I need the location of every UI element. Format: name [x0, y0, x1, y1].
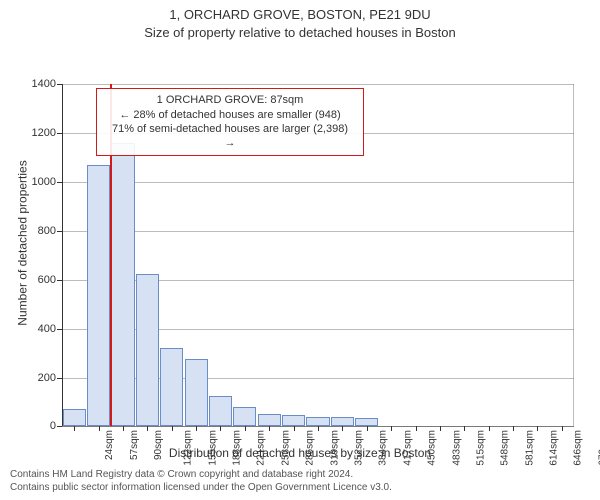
ytick-label: 800: [38, 225, 62, 237]
histogram-bar: [136, 274, 159, 427]
gridline: [62, 84, 574, 85]
xtick-label: 483sqm: [451, 430, 462, 466]
xtick-label: 319sqm: [329, 430, 340, 466]
histogram-bar: [160, 348, 183, 426]
xtick-mark: [440, 426, 441, 431]
xtick-mark: [269, 426, 270, 431]
histogram-bar: [258, 414, 281, 426]
y-axis-line: [62, 84, 63, 426]
xtick-mark: [562, 426, 563, 431]
histogram-bar: [111, 143, 134, 426]
histogram-bar: [63, 409, 86, 426]
xtick-mark: [99, 426, 100, 431]
xtick-label: 188sqm: [232, 430, 243, 466]
xtick-mark: [147, 426, 148, 431]
ytick-label: 1200: [32, 127, 62, 139]
xtick-label: 646sqm: [573, 430, 584, 466]
footer-line-2: Contains public sector information licen…: [10, 481, 590, 494]
xtick-label: 286sqm: [305, 430, 316, 466]
histogram-bar: [233, 407, 256, 427]
xtick-label: 450sqm: [427, 430, 438, 466]
y-axis-label: Number of detached properties: [16, 160, 30, 325]
xtick-mark: [245, 426, 246, 431]
title-main: 1, ORCHARD GROVE, BOSTON, PE21 9DU: [0, 6, 600, 24]
xtick-label: 352sqm: [354, 430, 365, 466]
xtick-mark: [537, 426, 538, 431]
xtick-mark: [123, 426, 124, 431]
annotation-box: 1 ORCHARD GROVE: 87sqm← 28% of detached …: [96, 88, 364, 155]
ytick-label: 400: [38, 323, 62, 335]
xtick-label: 24sqm: [104, 430, 115, 460]
xtick-mark: [464, 426, 465, 431]
xtick-label: 581sqm: [524, 430, 535, 466]
ytick-label: 1000: [32, 176, 62, 188]
xtick-mark: [367, 426, 368, 431]
xtick-mark: [172, 426, 173, 431]
gridline: [62, 231, 574, 232]
xtick-mark: [489, 426, 490, 431]
xtick-mark: [74, 426, 75, 431]
title-block: 1, ORCHARD GROVE, BOSTON, PE21 9DU Size …: [0, 0, 600, 42]
ytick-label: 0: [50, 420, 62, 432]
chart-container: 1, ORCHARD GROVE, BOSTON, PE21 9DU Size …: [0, 0, 600, 500]
xtick-label: 548sqm: [500, 430, 511, 466]
histogram-bar: [306, 417, 329, 427]
xtick-label: 384sqm: [378, 430, 389, 466]
xtick-mark: [342, 426, 343, 431]
annotation-line: 71% of semi-detached houses are larger (…: [105, 122, 355, 151]
histogram-bar: [282, 415, 305, 426]
annotation-line: ← 28% of detached houses are smaller (94…: [105, 108, 355, 122]
xtick-label: 221sqm: [256, 430, 267, 466]
histogram-bar: [87, 165, 110, 426]
gridline: [62, 182, 574, 183]
histogram-bar: [355, 418, 378, 427]
xtick-label: 90sqm: [153, 430, 164, 460]
xtick-mark: [416, 426, 417, 431]
histogram-bar: [209, 396, 232, 427]
xtick-label: 57sqm: [129, 430, 140, 460]
xtick-label: 155sqm: [207, 430, 218, 466]
ytick-label: 1400: [32, 78, 62, 90]
plot-area: 020040060080010001200140024sqm57sqm90sqm…: [62, 84, 574, 426]
histogram-bar: [185, 359, 208, 426]
chart-area: Number of detached properties 0200400600…: [0, 42, 600, 444]
xtick-mark: [294, 426, 295, 431]
xtick-label: 122sqm: [183, 430, 194, 466]
xtick-label: 417sqm: [402, 430, 413, 466]
xtick-mark: [318, 426, 319, 431]
xtick-label: 614sqm: [549, 430, 560, 466]
y-axis-line-right: [573, 84, 574, 426]
xtick-mark: [391, 426, 392, 431]
ytick-label: 600: [38, 274, 62, 286]
xtick-mark: [196, 426, 197, 431]
xtick-label: 253sqm: [280, 430, 291, 466]
footer: Contains HM Land Registry data © Crown c…: [0, 464, 600, 500]
ytick-label: 200: [38, 372, 62, 384]
xtick-label: 515sqm: [475, 430, 486, 466]
footer-line-1: Contains HM Land Registry data © Crown c…: [10, 468, 590, 481]
title-sub: Size of property relative to detached ho…: [0, 24, 600, 42]
histogram-bar: [331, 417, 354, 427]
xtick-mark: [220, 426, 221, 431]
annotation-line: 1 ORCHARD GROVE: 87sqm: [105, 93, 355, 107]
xtick-mark: [513, 426, 514, 431]
